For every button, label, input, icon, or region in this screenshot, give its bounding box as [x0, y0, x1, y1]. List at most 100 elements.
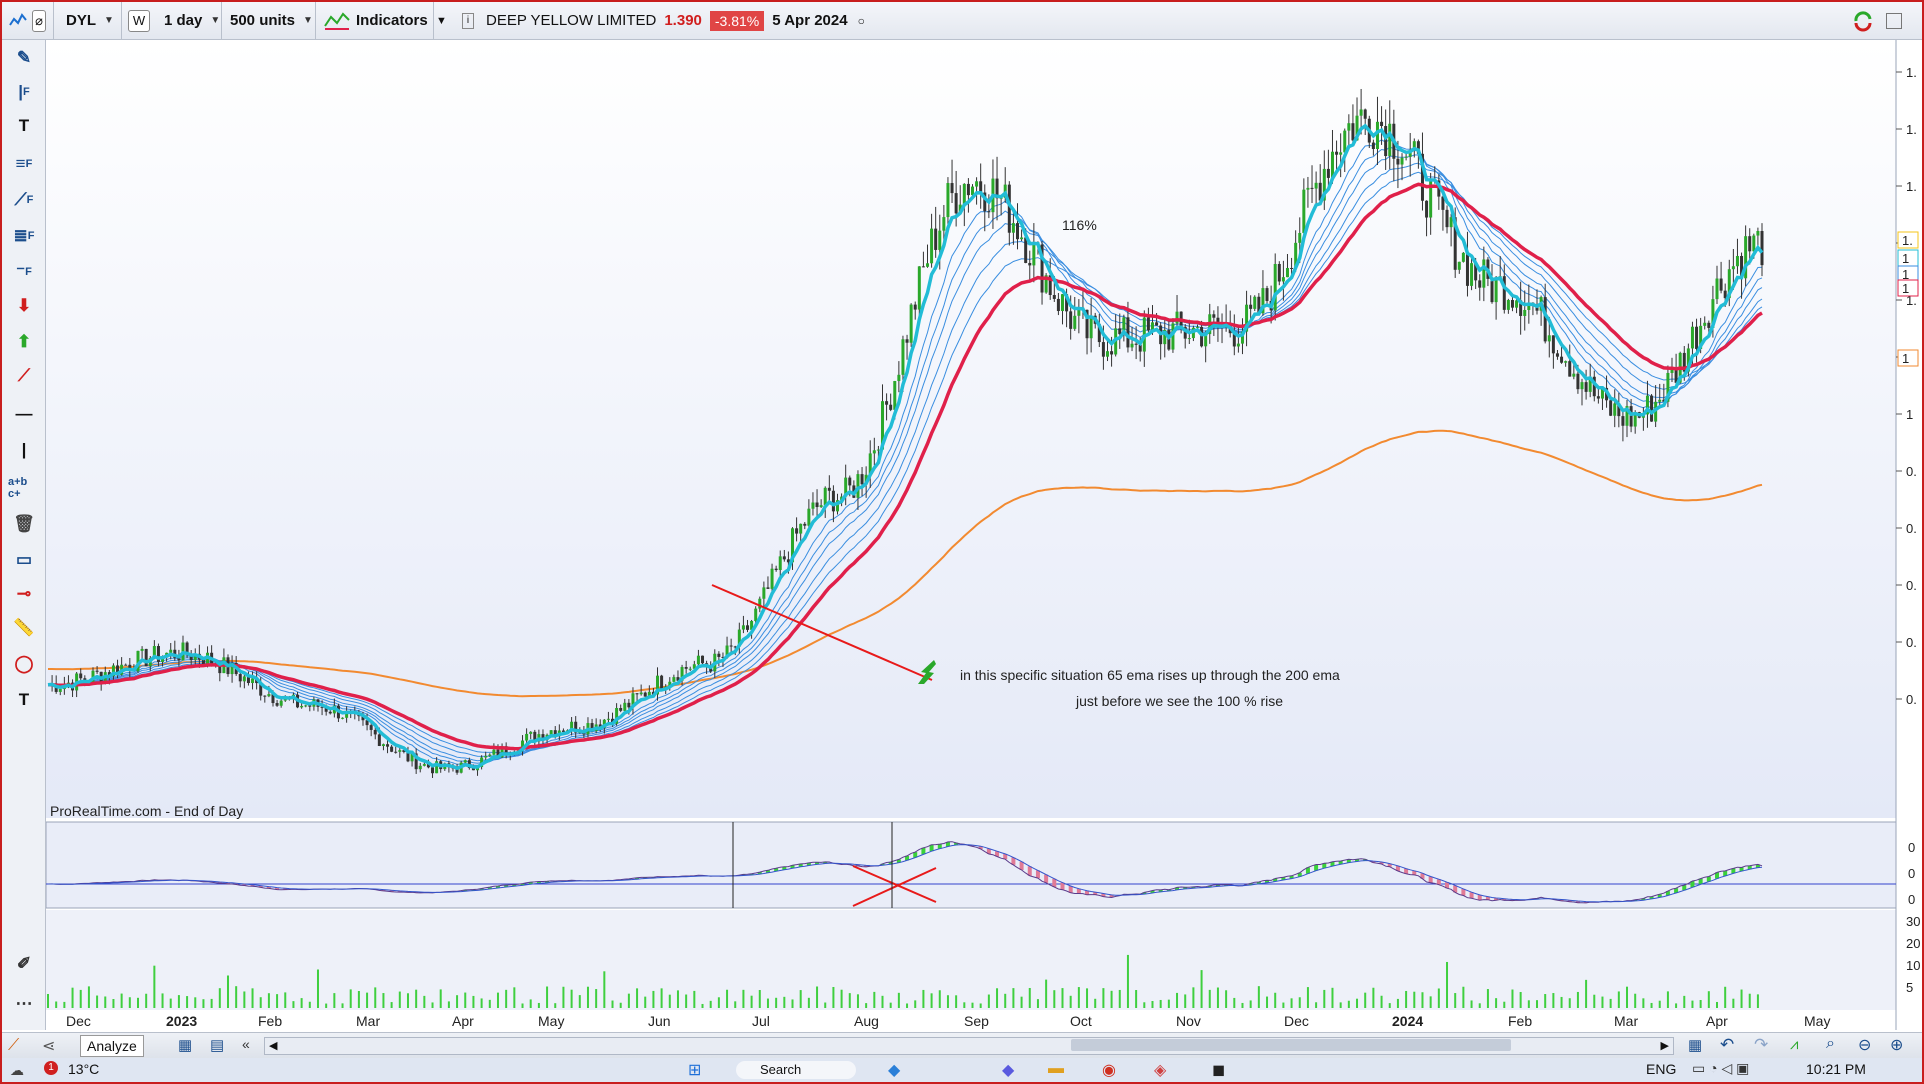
volume-bar	[1036, 999, 1039, 1008]
windows-start-icon[interactable]: ⊞	[688, 1062, 702, 1079]
draw-icon[interactable]: ⟋	[8, 1037, 20, 1054]
calendar-icon[interactable]: ▦	[178, 1037, 193, 1054]
info-icon[interactable]: i	[462, 2, 476, 39]
trash-icon[interactable]: 🗑	[13, 514, 35, 533]
volume-pane[interactable]	[46, 910, 1896, 1010]
annotation-line-2: just before we see the 100 % rise	[1075, 693, 1283, 709]
fibonacci-icon[interactable]: ≡ F	[15, 154, 33, 173]
analyze-button[interactable]: Analyze	[80, 1035, 144, 1057]
downtrend-line[interactable]	[711, 584, 933, 681]
candle-body	[1273, 263, 1277, 311]
zoom-in-icon[interactable]: ⊕	[1890, 1037, 1904, 1054]
candle-body	[83, 678, 87, 681]
volume-bar	[840, 989, 843, 1008]
volume-bar	[1446, 961, 1449, 1008]
text-tool-icon[interactable]: T	[18, 116, 30, 135]
scroll-thumb[interactable]	[1071, 1039, 1511, 1051]
browser-icon[interactable]: ◉	[1102, 1062, 1116, 1079]
alerts-icon[interactable]: ✐	[16, 954, 32, 973]
folder-icon[interactable]: ▬	[1048, 1060, 1064, 1077]
symbol-selector[interactable]: DYL ▼	[58, 2, 122, 39]
ema-fast-layer	[47, 123, 1764, 771]
volume-bar	[218, 988, 221, 1008]
y-tick-label: 1.	[1906, 179, 1917, 194]
weather-icon[interactable]: ☁	[10, 1062, 24, 1078]
volume-bar	[889, 1002, 892, 1008]
candle-body	[529, 731, 533, 734]
volume-bar	[1151, 1001, 1154, 1008]
candle-body	[1290, 267, 1294, 269]
horizontal-f-icon[interactable]: ⁻ F	[16, 262, 32, 281]
volume-bar	[1405, 990, 1408, 1008]
candle-body	[1089, 315, 1093, 339]
ema-ribbon-line-1	[47, 138, 1763, 766]
candle-body	[1171, 323, 1175, 350]
minimize-panel-icon[interactable]	[1886, 2, 1916, 39]
price-chart[interactable]: Dec 2023 Feb Mar Apr May Jun Jul Aug Sep Oct Nov Dec…	[46, 40, 1922, 1030]
vertical-line-f-icon[interactable]: | F	[18, 82, 30, 101]
chevron-down-icon[interactable]: ▼	[436, 14, 447, 27]
language-label: ENG	[1646, 1061, 1677, 1077]
price-pane[interactable]	[46, 40, 1896, 818]
candle-body	[921, 266, 925, 268]
candle-body	[1695, 326, 1699, 349]
horizontal-line-icon[interactable]: —	[15, 404, 33, 423]
chart-settings-icon[interactable]	[8, 2, 30, 39]
macd-cross-line-a[interactable]	[852, 865, 937, 903]
units-selector[interactable]: 500 units ▼	[224, 2, 316, 39]
indicators-button[interactable]: Indicators	[320, 2, 434, 39]
candle-body	[746, 625, 750, 630]
zoom-out-icon[interactable]: ⊖	[1858, 1037, 1872, 1054]
macd-pane[interactable]	[46, 821, 1897, 909]
more-icon[interactable]: ⋯	[15, 994, 33, 1013]
taskbar-search[interactable]: Search	[736, 1061, 856, 1079]
down-arrow-icon[interactable]: ⬇	[16, 296, 32, 315]
segment-icon[interactable]: ⊸	[16, 584, 32, 603]
taskbar-app-icon[interactable]: ◆	[1002, 1062, 1015, 1079]
share-icon[interactable]: ⋖	[42, 1038, 56, 1055]
ruler-icon[interactable]: 📏	[13, 618, 35, 637]
up-arrow-icon[interactable]: ⬆	[16, 332, 32, 351]
volume-bar	[1061, 988, 1064, 1008]
taskbar-app-icon[interactable]: ◼	[1212, 1062, 1226, 1079]
refresh-icon[interactable]	[1852, 2, 1882, 39]
macd-cross-line-b[interactable]	[852, 867, 937, 907]
candle-body	[116, 665, 120, 675]
candle-body	[905, 339, 909, 343]
abc-label-icon[interactable]: a+b c+	[8, 476, 28, 500]
w-button[interactable]: W	[128, 2, 154, 39]
fan-f-icon[interactable]: ⟋ F	[14, 190, 34, 209]
candle-body	[152, 646, 156, 659]
volume-bar	[987, 994, 990, 1008]
trendline-icon[interactable]: ⟋	[18, 366, 30, 385]
thermometer-icon[interactable]: ⌀	[32, 2, 54, 39]
layout-icon[interactable]: ▤	[210, 1037, 225, 1054]
horizontal-scrollbar[interactable]: ◀ ▶	[264, 1037, 1674, 1055]
timeframe-selector[interactable]: 1 day ▼	[158, 2, 222, 39]
pencil-icon[interactable]: ✎	[16, 48, 32, 67]
scroll-left-icon[interactable]: ◀	[269, 1040, 278, 1052]
undo-icon[interactable]: ↶	[1720, 1035, 1735, 1054]
taskbar-app-icon[interactable]: ◈	[1154, 1062, 1167, 1079]
volume-bar	[856, 994, 859, 1008]
price-badge-label: 1	[1902, 351, 1909, 366]
rectangle-icon[interactable]: ▭	[15, 550, 33, 569]
text-tool-icon[interactable]: T	[18, 690, 30, 709]
channel-f-icon[interactable]: ≣ F	[13, 226, 35, 245]
chart-type-icon[interactable]: ⩘	[1790, 1036, 1799, 1053]
volume-bar	[1167, 999, 1170, 1008]
grid-icon[interactable]: ▦	[1688, 1037, 1703, 1054]
rewind-icon[interactable]: «	[242, 1036, 250, 1052]
ellipse-icon[interactable]: ◯	[14, 654, 34, 673]
taskbar-app-icon[interactable]: ◆	[888, 1062, 901, 1079]
volume-bar	[775, 997, 778, 1008]
candle-body	[1625, 406, 1629, 426]
candle-body	[1547, 335, 1551, 342]
volume-bar	[1192, 987, 1195, 1008]
candle-body	[136, 650, 140, 672]
scroll-right-icon[interactable]: ▶	[1660, 1040, 1669, 1052]
vertical-line-icon[interactable]: |	[21, 440, 27, 459]
redo-icon[interactable]: ↷	[1754, 1035, 1769, 1054]
zoom-fit-icon[interactable]: ⌕	[1826, 1035, 1835, 1052]
tray-icons[interactable]: ▭ ◔ ◁ ▣	[1692, 1060, 1750, 1076]
